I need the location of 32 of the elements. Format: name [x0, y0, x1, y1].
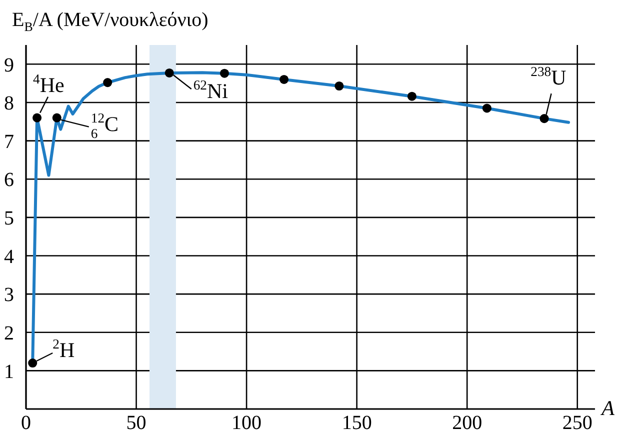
- point: [103, 78, 112, 88]
- point: [164, 68, 174, 78]
- y-tick-label: 6: [4, 169, 14, 192]
- x-axis-title: A: [600, 396, 615, 420]
- x-tick-label: 200: [452, 412, 482, 433]
- y-tick-label: 2: [4, 322, 14, 344]
- point: [280, 74, 289, 84]
- x-tick-label: 50: [126, 412, 146, 433]
- point: [407, 92, 416, 101]
- y-tick-label: 8: [4, 92, 14, 115]
- point: [334, 81, 344, 91]
- y-tick-label: 4: [4, 246, 14, 268]
- y-tick-label: 9: [4, 54, 14, 76]
- x-tick-label: 150: [342, 412, 372, 433]
- point: [32, 113, 42, 122]
- y-tick-label: 5: [4, 208, 14, 230]
- point: [28, 358, 38, 368]
- x-tick-label: 0: [21, 412, 31, 433]
- point: [220, 68, 229, 78]
- point: [482, 104, 492, 113]
- annotation: $^{62}$Ni: [193, 78, 228, 103]
- point: [540, 114, 549, 124]
- y-tick-label: 7: [4, 130, 14, 153]
- y-tick-label: 1: [4, 360, 14, 383]
- annotation: $^{238}$U: [530, 64, 566, 90]
- annotation: $^{2}$H: [52, 336, 75, 362]
- x-tick-label: 250: [562, 412, 592, 433]
- y-axis-title: E$_{B}$/A (MeV/νουκλεόνιο): [12, 9, 208, 34]
- point: [52, 113, 62, 122]
- annotation: $^{4}$He: [33, 71, 64, 97]
- y-tick-label: 3: [4, 284, 14, 306]
- x-tick-label: 100: [232, 412, 262, 433]
